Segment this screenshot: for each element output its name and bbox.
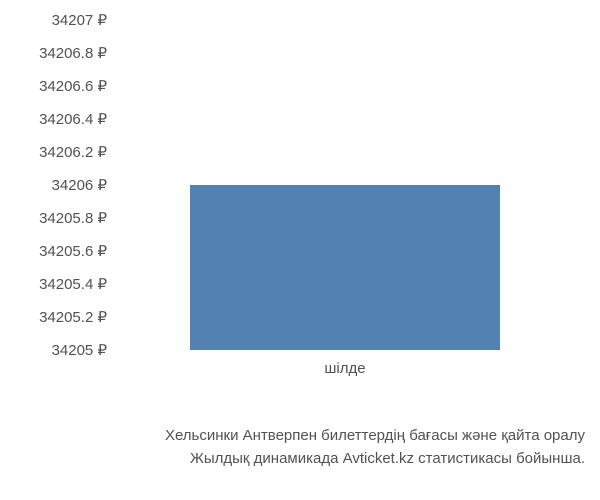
chart-container: 34207 ₽ 34206.8 ₽ 34206.6 ₽ 34206.4 ₽ 34… [0,20,600,400]
y-tick: 34205.6 ₽ [39,242,107,260]
y-tick: 34206.8 ₽ [39,44,107,62]
caption-line-1: Хельсинки Антверпен билеттердің бағасы ж… [0,425,585,448]
y-tick: 34206 ₽ [52,176,107,194]
y-tick: 34205.2 ₽ [39,308,107,326]
y-tick: 34206.6 ₽ [39,77,107,95]
x-tick: шілде [324,360,365,377]
y-tick: 34207 ₽ [52,11,107,29]
y-tick: 34205.8 ₽ [39,209,107,227]
chart-caption: Хельсинки Антверпен билеттердің бағасы ж… [0,425,600,470]
y-axis: 34207 ₽ 34206.8 ₽ 34206.6 ₽ 34206.4 ₽ 34… [0,20,115,350]
bar [190,185,500,350]
plot-area [115,20,575,350]
y-tick: 34205.4 ₽ [39,275,107,293]
y-tick: 34205 ₽ [52,341,107,359]
y-tick: 34206.2 ₽ [39,143,107,161]
caption-line-2: Жылдық динамикада Avticket.kz статистика… [0,448,585,471]
x-axis: шілде [115,360,575,390]
y-tick: 34206.4 ₽ [39,110,107,128]
